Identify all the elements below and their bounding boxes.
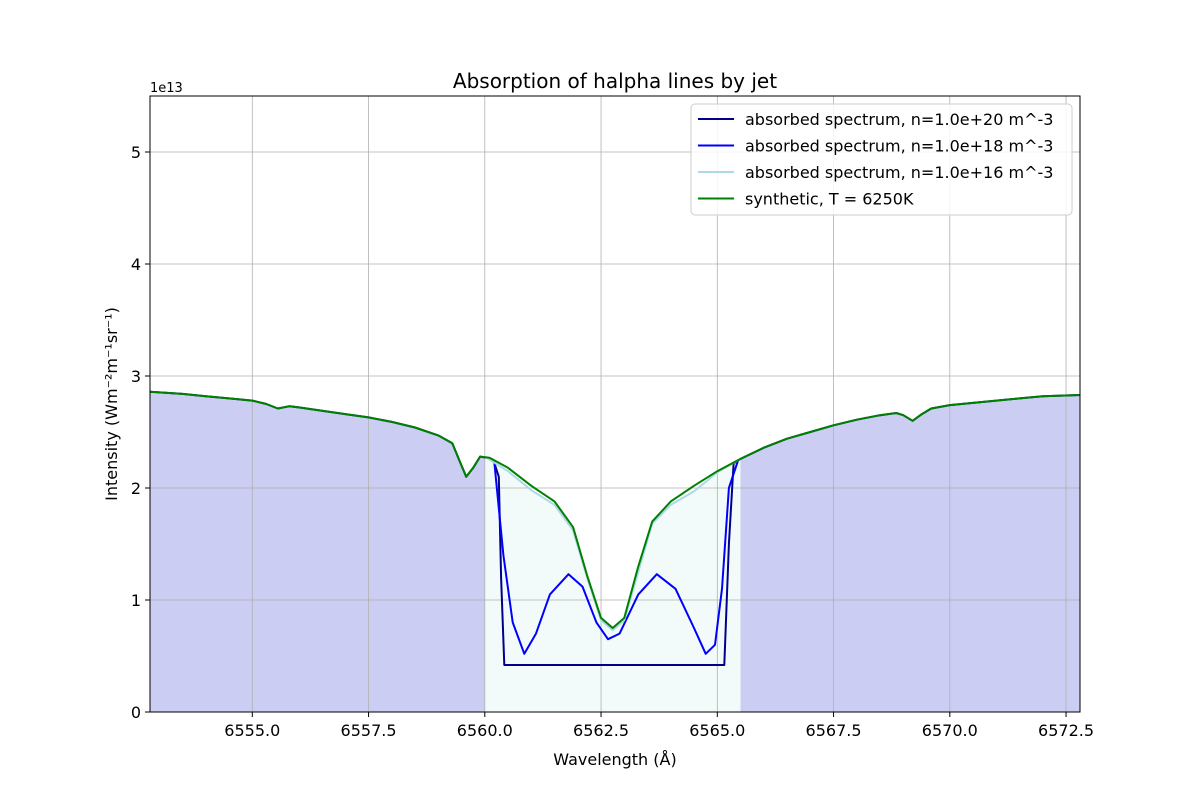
series-line-3: [484, 455, 742, 632]
chart-title: Absorption of halpha lines by jet: [453, 69, 777, 93]
series-line-4: [149, 390, 1081, 629]
legend-label-3: absorbed spectrum, n=1.0e+16 m^-3: [745, 163, 1053, 182]
y-axis-label: Intensity (Wm⁻²m⁻¹sr⁻¹): [102, 307, 121, 501]
y-tick-label: 0: [131, 703, 141, 722]
y-tick-label: 5: [131, 143, 141, 162]
y-offset-label: 1e13: [150, 81, 183, 96]
legend: absorbed spectrum, n=1.0e+20 m^-3 absorbe…: [690, 103, 1073, 216]
y-axis: 0 1 2 3 4 5: [131, 143, 150, 722]
x-tick-label: 6572.5: [1038, 721, 1094, 740]
x-tick-label: 6562.5: [573, 721, 629, 740]
legend-label-1: absorbed spectrum, n=1.0e+20 m^-3: [745, 110, 1053, 129]
y-tick-label: 3: [131, 367, 141, 386]
x-tick-label: 6565.0: [689, 721, 745, 740]
legend-label-2: absorbed spectrum, n=1.0e+18 m^-3: [745, 137, 1053, 156]
x-tick-label: 6557.5: [341, 721, 397, 740]
series-fill-3: [484, 456, 741, 712]
x-tick-label: 6567.5: [806, 721, 862, 740]
legend-label-4: synthetic, T = 6250K: [745, 190, 914, 209]
y-tick-label: 2: [131, 479, 141, 498]
y-tick-label: 1: [131, 591, 141, 610]
y-tick-label: 4: [131, 255, 141, 274]
series-fill-1: [150, 391, 1080, 712]
series-fills: [150, 391, 1080, 712]
x-tick-label: 6560.0: [457, 721, 513, 740]
legend-box: [690, 103, 1073, 216]
plot-frame: [149, 95, 1081, 713]
x-tick-label: 6570.0: [922, 721, 978, 740]
x-axis: 6555.0 6557.5 6560.0 6562.5 6565.0 6567.5 6570…: [224, 712, 1094, 740]
series-line-2: [493, 459, 740, 655]
x-axis-label: Wavelength (Å): [553, 750, 676, 769]
series-lines: [149, 390, 1081, 666]
x-tick-label: 6555.0: [224, 721, 280, 740]
